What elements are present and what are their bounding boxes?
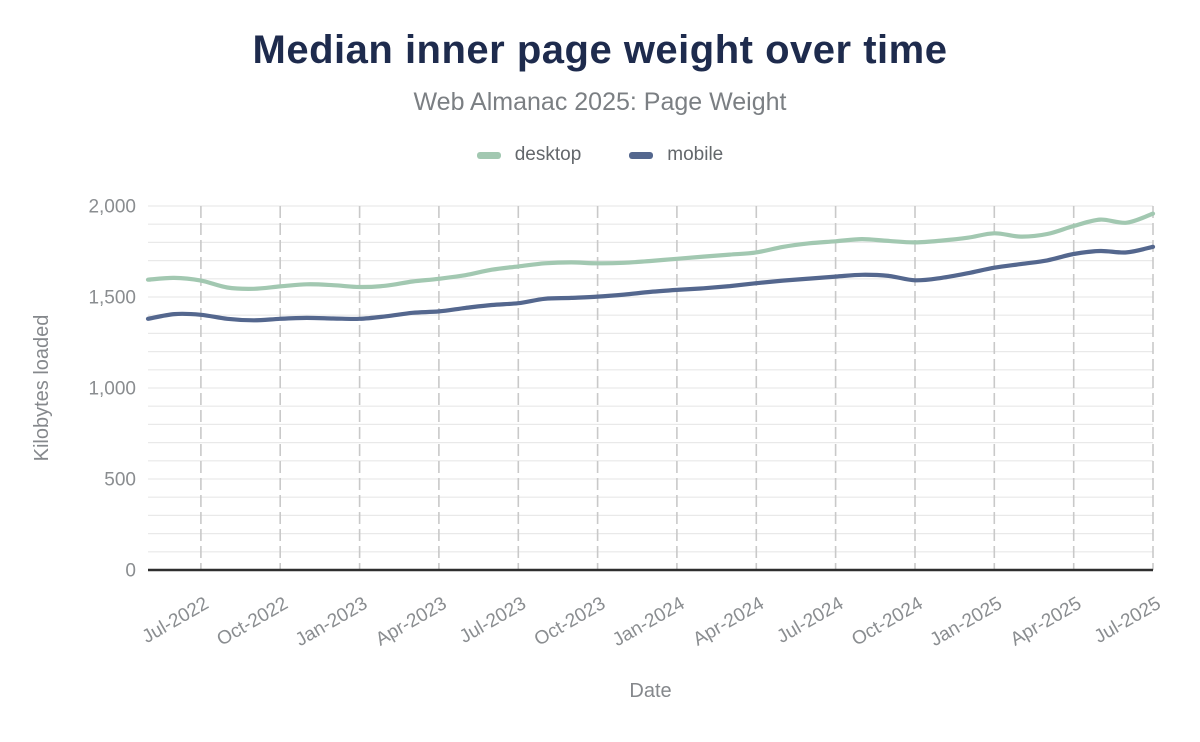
x-tick-label: Jul-2025 <box>1091 593 1165 648</box>
y-tick-label: 2,000 <box>88 197 136 218</box>
mobile-swatch-icon <box>629 151 654 159</box>
x-tick-label: Jul-2024 <box>773 593 847 648</box>
legend: desktop mobile <box>0 144 1200 166</box>
x-tick-label: Jul-2022 <box>139 593 213 648</box>
legend-item-mobile[interactable]: mobile <box>629 144 723 166</box>
y-tick-label: 500 <box>104 470 136 491</box>
x-tick-label: Jan-2024 <box>609 593 688 651</box>
y-tick-label: 1,000 <box>88 379 136 400</box>
x-tick-label: Jan-2023 <box>292 593 371 651</box>
x-tick-label: Jul-2023 <box>456 593 530 648</box>
chart-title: Median inner page weight over time <box>252 28 948 72</box>
desktop-line[interactable] <box>145 211 1156 291</box>
x-tick-label: Oct-2023 <box>531 593 609 650</box>
x-tick-label: Oct-2024 <box>848 593 927 650</box>
x-tick-label: Apr-2024 <box>690 593 769 650</box>
desktop-swatch-icon <box>476 151 501 159</box>
x-tick-label: Oct-2022 <box>214 593 292 650</box>
legend-label-mobile: mobile <box>667 144 724 165</box>
x-tick-label: Jan-2025 <box>927 593 1006 651</box>
legend-label-desktop: desktop <box>514 144 582 165</box>
chart-subtitle: Web Almanac 2025: Page Weight <box>413 88 787 116</box>
y-axis-title: Kilobytes loaded <box>31 315 53 462</box>
y-tick-label: 1,500 <box>88 288 136 309</box>
legend-item-desktop[interactable]: desktop <box>476 144 582 166</box>
y-tick-label: 0 <box>125 561 136 582</box>
x-tick-label: Apr-2023 <box>372 593 450 650</box>
mobile-line[interactable] <box>145 244 1156 323</box>
x-tick-label: Apr-2025 <box>1007 593 1085 650</box>
x-axis-title: Date <box>629 680 671 702</box>
